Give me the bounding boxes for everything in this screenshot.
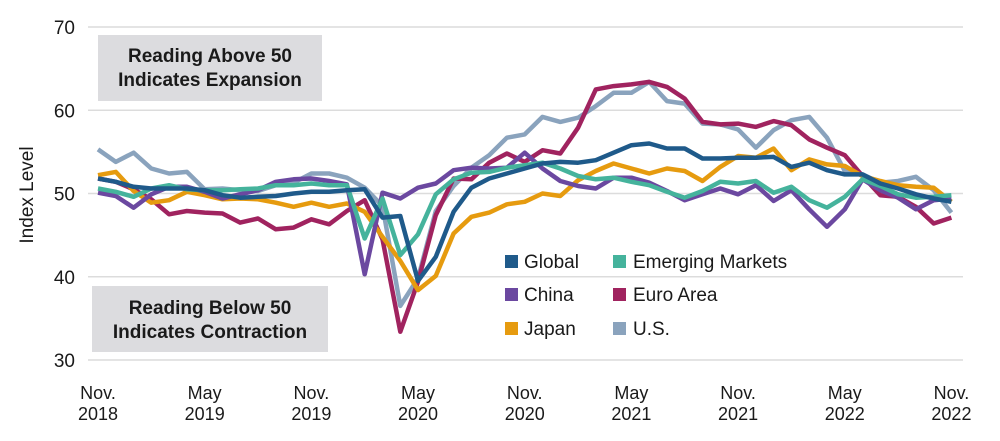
- annotation-above-line1: Reading Above 50: [128, 46, 292, 67]
- legend-label-us: U.S.: [633, 319, 670, 340]
- legend-label-emerging-markets: Emerging Markets: [633, 252, 787, 273]
- legend-swatch-japan: [505, 322, 518, 335]
- annotation-below-box: [92, 286, 328, 352]
- legend-swatch-emerging-markets: [613, 255, 626, 268]
- x-tick-label: Nov. 2018: [78, 383, 118, 424]
- x-tick-label: Nov. 2022: [931, 383, 971, 424]
- y-tick-label: 70: [54, 18, 75, 39]
- x-tick-label: Nov. 2020: [505, 383, 545, 424]
- y-tick-label: 50: [54, 185, 75, 206]
- legend-label-global: Global: [524, 252, 579, 273]
- y-tick-label: 30: [54, 351, 75, 372]
- x-tick-label: May 2019: [185, 383, 225, 424]
- legend-swatch-china: [505, 288, 518, 301]
- legend-swatch-us: [613, 322, 626, 335]
- series-lines: [96, 79, 954, 334]
- x-tick-label: Nov. 2021: [718, 383, 758, 424]
- series-line-euro-area: [97, 79, 953, 334]
- x-tick-label: May 2022: [825, 383, 865, 424]
- x-axis-ticks: Nov. 2018 May 2019 Nov. 2019 May 2020 Nov. 2020 Ma…: [78, 383, 971, 424]
- legend-item-global: Global: [505, 252, 579, 273]
- series-line-china: [97, 150, 952, 277]
- annotation-above: Reading Above 50 Indicates Expansion: [98, 35, 322, 101]
- legend: Global Emerging Markets China Euro Area …: [505, 252, 787, 340]
- annotation-below: Reading Below 50 Indicates Contraction: [92, 286, 328, 352]
- annotation-below-line2: Indicates Contraction: [113, 322, 307, 343]
- annotation-below-line1: Reading Below 50: [129, 298, 292, 319]
- series-line-global: [97, 141, 952, 284]
- legend-label-euro-area: Euro Area: [633, 285, 718, 306]
- legend-item-us: U.S.: [613, 319, 670, 340]
- y-axis-ticks: 30 40 50 60 70: [54, 18, 75, 372]
- x-tick-label: May 2021: [611, 383, 651, 424]
- legend-label-japan: Japan: [524, 319, 576, 340]
- legend-item-china: China: [505, 285, 574, 306]
- y-tick-label: 60: [54, 101, 75, 122]
- legend-swatch-global: [505, 255, 518, 268]
- legend-item-emerging-markets: Emerging Markets: [613, 252, 787, 273]
- y-axis-label: Index Level: [17, 146, 38, 243]
- legend-item-euro-area: Euro Area: [613, 285, 718, 306]
- legend-label-china: China: [524, 285, 574, 306]
- legend-item-japan: Japan: [505, 319, 576, 340]
- x-tick-label: Nov. 2019: [291, 383, 331, 424]
- annotation-above-box: [98, 35, 322, 101]
- annotation-above-line2: Indicates Expansion: [118, 70, 302, 91]
- y-tick-label: 40: [54, 268, 75, 289]
- legend-swatch-euro-area: [613, 288, 626, 301]
- x-tick-label: May 2020: [398, 383, 438, 424]
- series-line-emerging-markets: [97, 160, 952, 258]
